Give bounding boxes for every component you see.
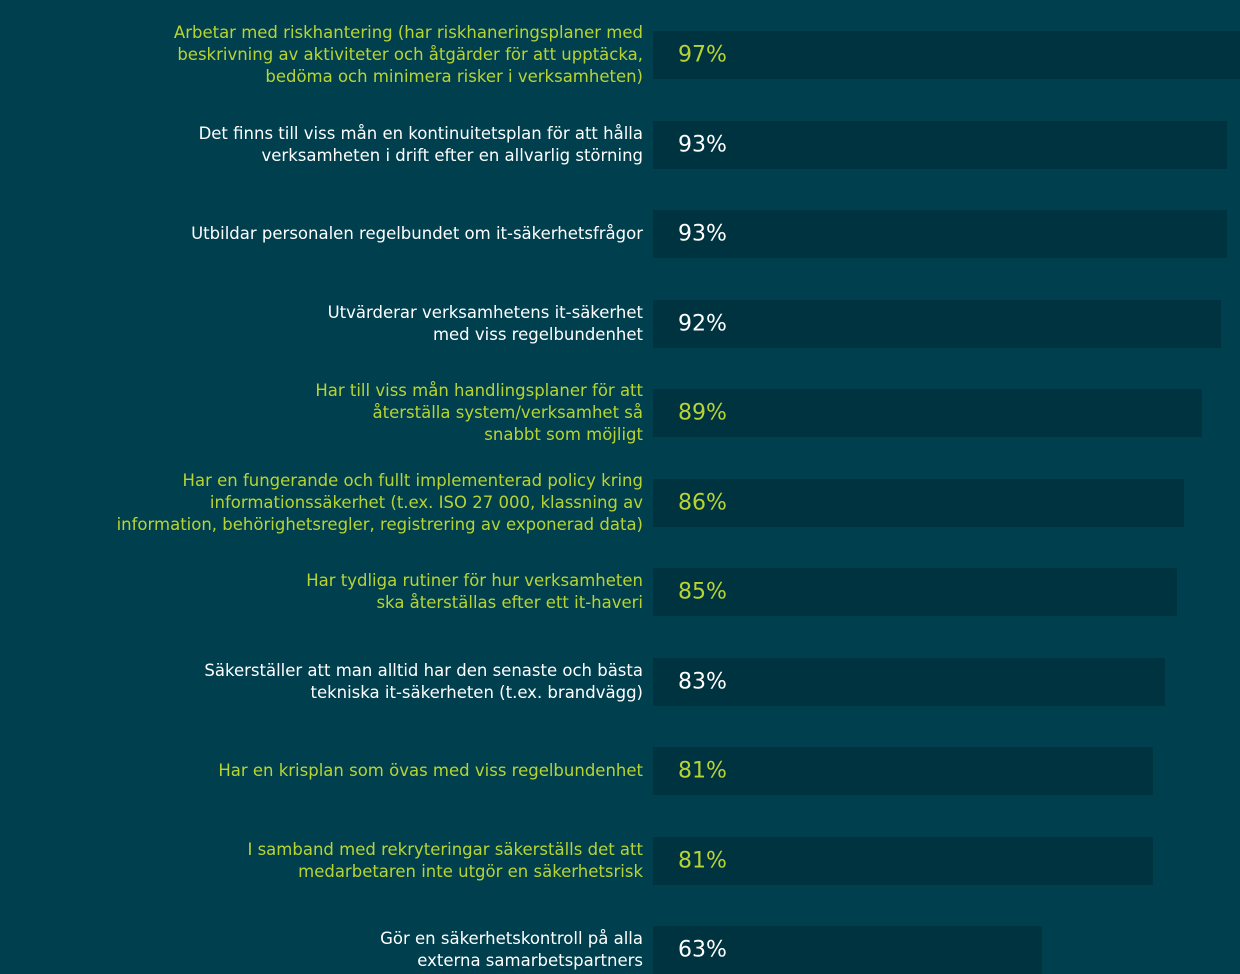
bar <box>653 657 1166 706</box>
bar <box>653 299 1221 348</box>
bar <box>653 31 1240 79</box>
category-label: Utbildar personalen regelbundet om it-sä… <box>191 224 643 243</box>
value-label: 81% <box>678 848 727 873</box>
bar <box>653 120 1227 169</box>
category-label: Har tydliga rutiner för hur verksamheten… <box>306 571 643 612</box>
value-label: 93% <box>678 221 727 247</box>
category-label: Arbetar med riskhantering (har riskhaner… <box>173 23 643 86</box>
value-label: 92% <box>678 311 727 336</box>
value-label: 83% <box>678 669 727 694</box>
category-label: Utvärderar verksamhetens it-säkerhet med… <box>327 302 643 344</box>
value-label: 85% <box>678 579 727 605</box>
value-label: 97% <box>678 42 727 68</box>
category-label: Har en fungerande och fullt implementera… <box>116 470 643 534</box>
category-label: Har till viss mån handlingsplaner för at… <box>315 381 643 444</box>
bar <box>653 478 1184 527</box>
bar <box>653 926 1042 974</box>
category-label: Gör en säkerhetskontroll på alla externa… <box>380 929 643 970</box>
category-label: Det finns till viss mån en kontinuitetsp… <box>198 123 643 165</box>
category-label: Säkerställer att man alltid har den sena… <box>204 660 643 702</box>
category-label: Har en krisplan som övas med viss regelb… <box>218 761 643 780</box>
bar <box>653 747 1153 795</box>
bar <box>653 210 1227 258</box>
value-label: 93% <box>678 132 727 157</box>
value-label: 63% <box>678 937 727 963</box>
bar <box>653 836 1153 885</box>
category-label: I samband med rekryteringar säkerställs … <box>247 839 643 881</box>
value-label: 81% <box>678 758 727 784</box>
value-label: 89% <box>678 400 727 426</box>
bar <box>653 568 1178 616</box>
bar <box>653 389 1203 437</box>
value-label: 86% <box>678 490 727 515</box>
